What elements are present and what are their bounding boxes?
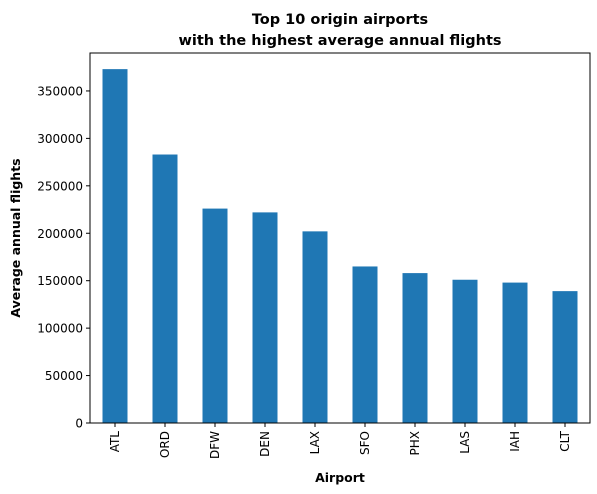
bar-sfo [352, 266, 378, 423]
x-tick-label: LAX [308, 431, 322, 454]
bar-lax [302, 231, 328, 423]
bar-ord [152, 154, 178, 423]
x-tick-label: SFO [358, 431, 372, 455]
x-tick-label: IAH [508, 431, 522, 452]
y-tick-label: 100000 [37, 322, 83, 336]
bar-atl [102, 69, 128, 423]
x-tick-label: ATL [108, 431, 122, 453]
y-axis-label: Average annual flights [8, 158, 23, 317]
x-tick-label: DFW [208, 431, 222, 459]
plot-frame [89, 52, 591, 424]
bar-phx [402, 273, 428, 423]
x-tick-label: LAS [458, 431, 472, 454]
y-tick-label: 0 [75, 417, 83, 431]
bars-group [102, 69, 578, 423]
bar-las [452, 279, 478, 423]
y-tick-label: 350000 [37, 84, 83, 98]
chart-title-line-2: with the highest average annual flights [178, 33, 501, 49]
y-tick-label: 200000 [37, 227, 83, 241]
bar-dfw [202, 208, 228, 423]
y-tick-label: 50000 [45, 369, 83, 383]
x-tick-label: ORD [158, 431, 172, 458]
x-tick-label: CLT [558, 430, 572, 451]
x-axis-ticks: ATL ORD DFW DEN LAX SFO PHX LAS IAH CLT [108, 423, 572, 459]
y-tick-label: 250000 [37, 179, 83, 193]
bar-clt [552, 291, 578, 423]
x-tick-label: DEN [258, 431, 272, 457]
y-tick-label: 300000 [37, 132, 83, 146]
chart-title-line-1: Top 10 origin airports [252, 12, 428, 28]
x-axis-label: Airport [315, 470, 365, 485]
y-tick-label: 150000 [37, 274, 83, 288]
x-tick-label: PHX [408, 431, 422, 455]
bar-den [252, 212, 278, 423]
bar-iah [502, 282, 528, 423]
y-axis-ticks: 0 50000 100000 150000 200000 250000 300000 3500… [37, 84, 90, 431]
